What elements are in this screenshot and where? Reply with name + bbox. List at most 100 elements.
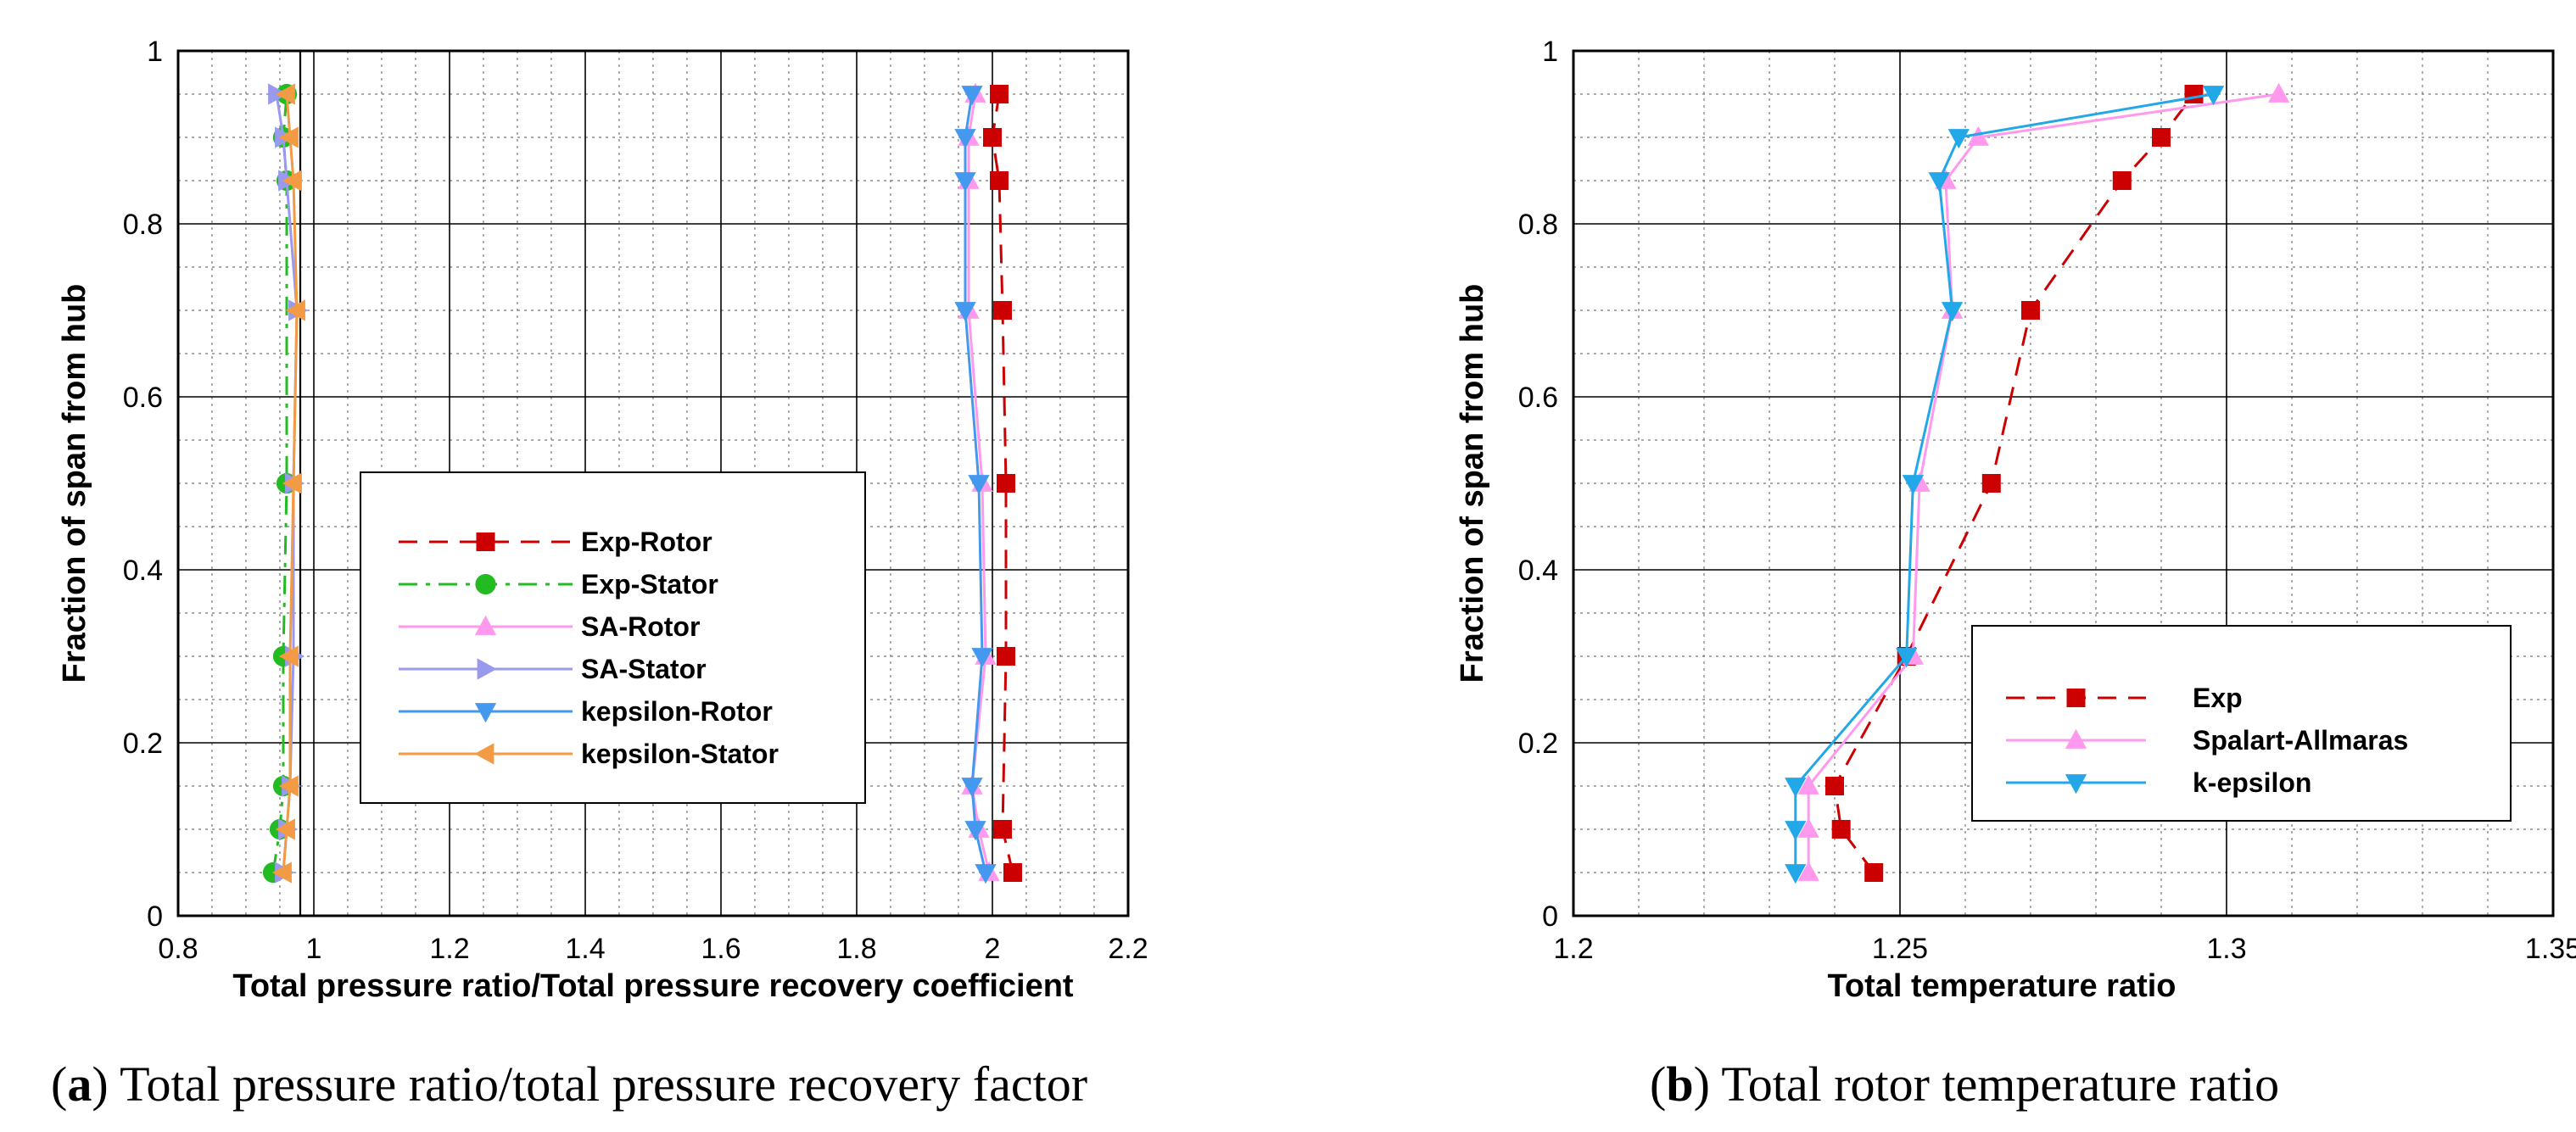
data-point — [1902, 475, 1925, 495]
x-tick-label: 1.4 — [565, 933, 605, 965]
data-point — [1797, 861, 1819, 881]
y-tick-label: 0 — [1542, 901, 1558, 933]
data-point — [964, 821, 986, 841]
x-tick-label: 1.35 — [2525, 933, 2576, 965]
legend-label: k-epsilon — [2193, 767, 2311, 798]
data-point — [2202, 86, 2225, 106]
data-point — [1947, 129, 1970, 149]
legend-label: Spalart-Allmaras — [2193, 725, 2408, 756]
series-kepsilon-Stator — [271, 83, 305, 884]
legend-label: kepsilon-Rotor — [581, 696, 773, 727]
y-tick-label: 0 — [147, 901, 163, 933]
data-point — [2112, 171, 2132, 190]
data-point — [1797, 774, 1819, 795]
x-tick-label: 1 — [306, 933, 322, 965]
data-point — [954, 129, 976, 149]
x-axis-label: Total temperature ratio — [1827, 968, 2176, 1004]
x-tick-label: 2.2 — [1108, 933, 1148, 965]
chart-total-pressure: 0.8 1 1.2 1.4 1.6 1.8 2 2.2 0 0.2 0.4 0.6 0.8 1 Total… — [51, 36, 1148, 1112]
legend-entry: k-epsilon — [2006, 767, 2311, 798]
legend-entry: SA-Stator — [399, 654, 707, 684]
data-point — [282, 170, 302, 192]
series-line — [991, 93, 1014, 873]
data-point — [278, 775, 299, 797]
legend: Exp-Rotor Exp-Stator SA-Rotor SA-Stator keps… — [360, 471, 866, 804]
caption: (b) Total rotor temperature ratio — [1650, 1057, 2279, 1112]
data-point — [975, 864, 997, 884]
x-tick-label: 0.8 — [158, 933, 198, 965]
legend-marker — [2066, 689, 2086, 707]
y-tick-label: 0.8 — [123, 209, 163, 241]
legend-entry: Spalart-Allmaras — [2006, 725, 2408, 756]
y-axis-label: Fraction of span from hub — [57, 284, 92, 683]
data-point — [285, 299, 305, 321]
series-k-epsilon — [1785, 86, 2225, 884]
series-group — [1785, 82, 2290, 884]
legend-label: Exp-Stator — [581, 569, 718, 599]
tick-labels: 0.8 1 1.2 1.4 1.6 1.8 2 2.2 0 0.2 0.4 0.6 0.8 1 — [123, 36, 1148, 965]
data-point — [1981, 474, 2001, 493]
y-tick-label: 0.2 — [123, 728, 163, 760]
x-tick-label: 1.25 — [1872, 933, 1928, 965]
data-point — [968, 475, 990, 495]
x-tick-label: 1.3 — [2206, 933, 2246, 965]
legend-entry: Exp — [2006, 683, 2243, 713]
legend-marker — [476, 533, 495, 551]
legend: Exp Spalart-Allmaras k-epsilon — [1971, 625, 2512, 822]
plot-frame — [176, 49, 1130, 917]
data-point — [997, 647, 1015, 666]
chart-total-temperature: 1.2 1.25 1.3 1.35 0 0.2 0.4 0.6 0.8 1 Total tempe… — [1455, 36, 2576, 1112]
x-tick-label: 1.8 — [836, 933, 876, 965]
data-point — [2184, 85, 2204, 103]
data-point — [1928, 172, 1950, 192]
data-point — [278, 126, 299, 148]
y-tick-label: 0.6 — [123, 382, 163, 414]
legend-marker — [474, 743, 495, 765]
data-point — [2152, 128, 2171, 147]
legend-entry: kepsilon-Stator — [399, 739, 779, 769]
x-tick-label: 2 — [985, 933, 1001, 965]
x-axis-label: Total pressure ratio/Total pressure reco… — [232, 968, 1074, 1004]
data-point — [1003, 863, 1022, 882]
legend-label: SA-Rotor — [581, 611, 700, 642]
data-point — [1785, 821, 1807, 841]
data-point — [1797, 817, 1819, 838]
legend-entry: kepsilon-Rotor — [399, 696, 773, 727]
data-point — [1864, 863, 1884, 882]
data-point — [1785, 778, 1807, 798]
data-point — [983, 128, 1002, 147]
data-point — [282, 472, 302, 494]
data-point — [1896, 648, 1918, 668]
legend-label: Exp-Rotor — [581, 527, 712, 557]
data-point — [993, 820, 1012, 839]
caption: (a) Total pressure ratio/total pressure … — [51, 1057, 1087, 1112]
data-point — [278, 645, 299, 667]
legend-entry: Exp-Rotor — [399, 527, 712, 557]
x-tick-label: 1.2 — [429, 933, 469, 965]
plot-frame — [1572, 49, 2555, 917]
data-point — [2267, 82, 2290, 103]
legend-box — [360, 471, 866, 804]
data-point — [971, 648, 993, 668]
y-tick-label: 1 — [1542, 36, 1558, 68]
data-point — [997, 474, 1015, 493]
data-point — [961, 86, 983, 106]
y-axis-label: Fraction of span from hub — [1455, 284, 1490, 683]
series-group — [262, 82, 1022, 884]
legend-marker — [2065, 728, 2087, 749]
data-point — [2021, 301, 2040, 320]
y-tick-label: 0.4 — [1518, 555, 1558, 587]
data-point — [275, 83, 295, 105]
legend-marker — [477, 658, 497, 680]
y-tick-label: 1 — [147, 36, 163, 68]
data-point — [990, 85, 1009, 103]
data-point — [954, 302, 976, 322]
grid — [177, 50, 1129, 917]
series-Exp-Rotor — [983, 85, 1022, 882]
x-tick-label: 1.2 — [1553, 933, 1593, 965]
data-point — [275, 818, 295, 840]
legend-label: SA-Stator — [581, 654, 707, 684]
data-point — [993, 301, 1012, 320]
legend-marker — [474, 615, 497, 635]
